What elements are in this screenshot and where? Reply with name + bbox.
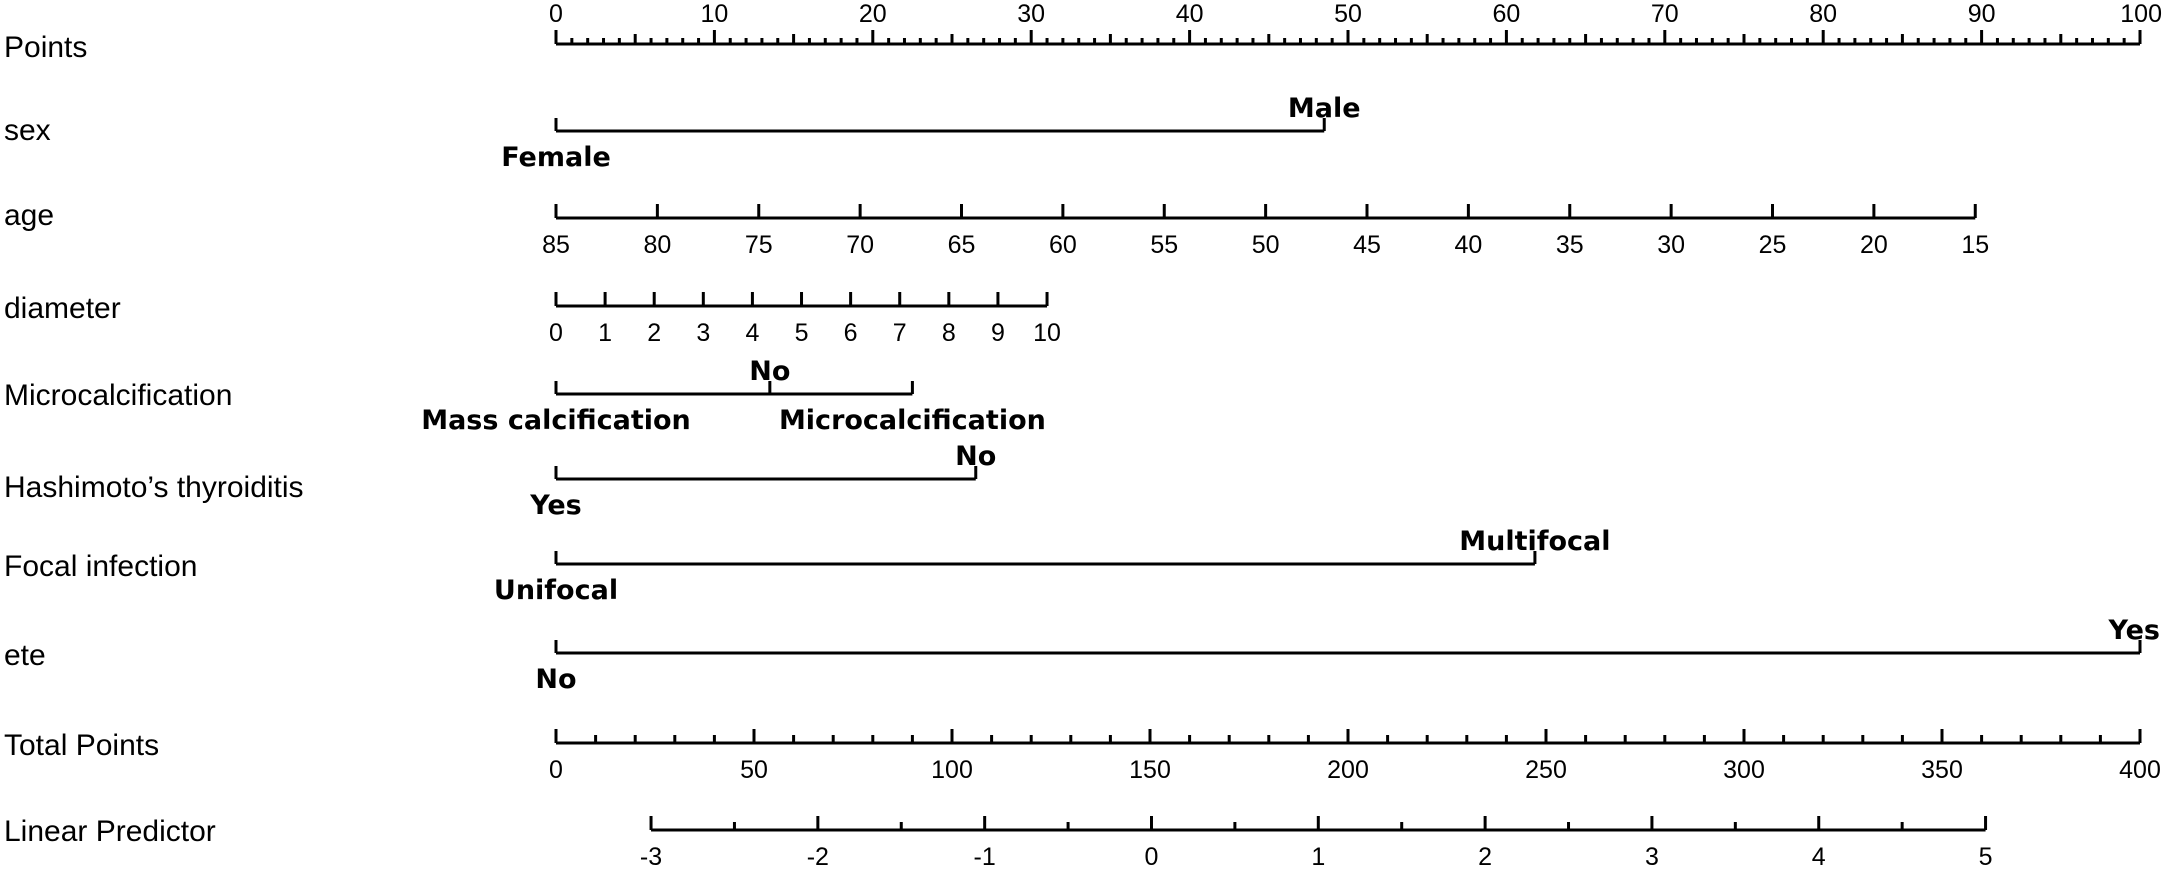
microcalcification-category-mass-calcification: Mass calcification bbox=[421, 405, 691, 436]
points-tick-label: 80 bbox=[1809, 0, 1837, 28]
focal-infection-category-unifocal: Unifocal bbox=[494, 575, 618, 606]
points-tick-label: 0 bbox=[549, 0, 563, 28]
points-tick-label: 50 bbox=[1334, 0, 1362, 28]
row-label-sex: sex bbox=[4, 114, 51, 147]
row-label-points: Points bbox=[4, 31, 87, 64]
age-tick-label: 15 bbox=[1961, 231, 1989, 259]
row-total-points: 0 50 100 150 200 250 300 350 400 bbox=[549, 729, 2161, 784]
linear-predictor-tick-label: 1 bbox=[1311, 843, 1325, 871]
ete-category-yes: Yes bbox=[2108, 615, 2160, 646]
age-tick-label: 50 bbox=[1252, 231, 1280, 259]
age-tick-label: 70 bbox=[846, 231, 874, 259]
diameter-tick-label: 5 bbox=[795, 319, 809, 347]
microcalcification-category-microcalcification: Microcalcification bbox=[779, 405, 1046, 436]
row-label-hashimoto-s-thyroiditis: Hashimoto’s thyroiditis bbox=[4, 471, 304, 504]
row-sex: Female Male bbox=[501, 93, 1360, 173]
total-points-tick-label: 0 bbox=[549, 756, 563, 784]
points-tick-label: 30 bbox=[1017, 0, 1045, 28]
linear-predictor-tick-label: -1 bbox=[974, 843, 996, 871]
points-tick-label: 20 bbox=[859, 0, 887, 28]
points-tick-label: 40 bbox=[1176, 0, 1204, 28]
linear-predictor-tick-label: 3 bbox=[1645, 843, 1659, 871]
age-tick-label: 75 bbox=[745, 231, 773, 259]
total-points-tick-label: 50 bbox=[740, 756, 768, 784]
diameter-tick-label: 10 bbox=[1033, 319, 1061, 347]
hashimoto-s-thyroiditis-category-no: No bbox=[955, 441, 996, 472]
points-tick-label: 90 bbox=[1968, 0, 1996, 28]
linear-predictor-tick-label: 2 bbox=[1478, 843, 1492, 871]
total-points-tick-label: 200 bbox=[1327, 756, 1369, 784]
diameter-tick-label: 4 bbox=[745, 319, 759, 347]
diameter-tick-label: 7 bbox=[893, 319, 907, 347]
total-points-tick-label: 100 bbox=[931, 756, 973, 784]
age-tick-label: 80 bbox=[643, 231, 671, 259]
total-points-tick-label: 300 bbox=[1723, 756, 1765, 784]
age-tick-label: 45 bbox=[1353, 231, 1381, 259]
row-age: 85 80 75 70 65 60 55 50 45 40 35 30 25 20 15 bbox=[542, 204, 1989, 259]
row-label-age: age bbox=[4, 199, 54, 232]
ete-category-no: No bbox=[535, 664, 576, 695]
row-label-ete: ete bbox=[4, 639, 46, 672]
row-labels: Points sex age diameter Microcalcification Ha… bbox=[4, 31, 304, 848]
row-microcalcification: Mass calcification No Microcalcification bbox=[421, 356, 1046, 436]
row-label-microcalcification: Microcalcification bbox=[4, 379, 232, 412]
microcalcification-category-no: No bbox=[749, 356, 790, 387]
linear-predictor-tick-label: -3 bbox=[640, 843, 662, 871]
diameter-tick-label: 1 bbox=[598, 319, 612, 347]
age-tick-label: 25 bbox=[1759, 231, 1787, 259]
row-hashimoto-s-thyroiditis: Yes No bbox=[529, 441, 996, 521]
diameter-tick-label: 3 bbox=[696, 319, 710, 347]
row-label-diameter: diameter bbox=[4, 292, 121, 325]
age-tick-label: 30 bbox=[1657, 231, 1685, 259]
row-label-total-points: Total Points bbox=[4, 729, 159, 762]
age-tick-label: 35 bbox=[1556, 231, 1584, 259]
age-tick-label: 40 bbox=[1454, 231, 1482, 259]
sex-category-male: Male bbox=[1288, 93, 1361, 124]
row-ete: No Yes bbox=[535, 615, 2160, 695]
row-label-focal-infection: Focal infection bbox=[4, 550, 197, 583]
points-tick-label: 10 bbox=[700, 0, 728, 28]
total-points-tick-label: 350 bbox=[1921, 756, 1963, 784]
diameter-tick-label: 0 bbox=[549, 319, 563, 347]
points-tick-label: 70 bbox=[1651, 0, 1679, 28]
row-linear-predictor: -3 -2 -1 0 1 2 3 4 5 bbox=[640, 816, 1993, 871]
focal-infection-category-multifocal: Multifocal bbox=[1459, 526, 1610, 557]
points-tick-label: 100 bbox=[2120, 0, 2162, 28]
age-tick-label: 55 bbox=[1150, 231, 1178, 259]
row-focal-infection: Unifocal Multifocal bbox=[494, 526, 1611, 606]
points-tick-label: 60 bbox=[1492, 0, 1520, 28]
age-tick-label: 60 bbox=[1049, 231, 1077, 259]
diameter-tick-label: 2 bbox=[647, 319, 661, 347]
row-diameter: 0 1 2 3 4 5 6 7 8 9 10 bbox=[549, 292, 1061, 347]
hashimoto-s-thyroiditis-category-yes: Yes bbox=[529, 490, 581, 521]
linear-predictor-tick-label: 4 bbox=[1812, 843, 1826, 871]
row-points: 0 10 20 30 40 50 60 70 80 90 100 bbox=[549, 0, 2162, 46]
total-points-tick-label: 250 bbox=[1525, 756, 1567, 784]
linear-predictor-tick-label: 5 bbox=[1979, 843, 1993, 871]
age-tick-label: 85 bbox=[542, 231, 570, 259]
total-points-tick-label: 400 bbox=[2119, 756, 2161, 784]
linear-predictor-tick-label: 0 bbox=[1145, 843, 1159, 871]
row-label-linear-predictor: Linear Predictor bbox=[4, 815, 216, 848]
diameter-tick-label: 8 bbox=[942, 319, 956, 347]
age-tick-label: 65 bbox=[948, 231, 976, 259]
age-tick-label: 20 bbox=[1860, 231, 1888, 259]
diameter-tick-label: 6 bbox=[844, 319, 858, 347]
linear-predictor-tick-label: -2 bbox=[807, 843, 829, 871]
diameter-tick-label: 9 bbox=[991, 319, 1005, 347]
total-points-tick-label: 150 bbox=[1129, 756, 1171, 784]
sex-category-female: Female bbox=[501, 142, 611, 173]
